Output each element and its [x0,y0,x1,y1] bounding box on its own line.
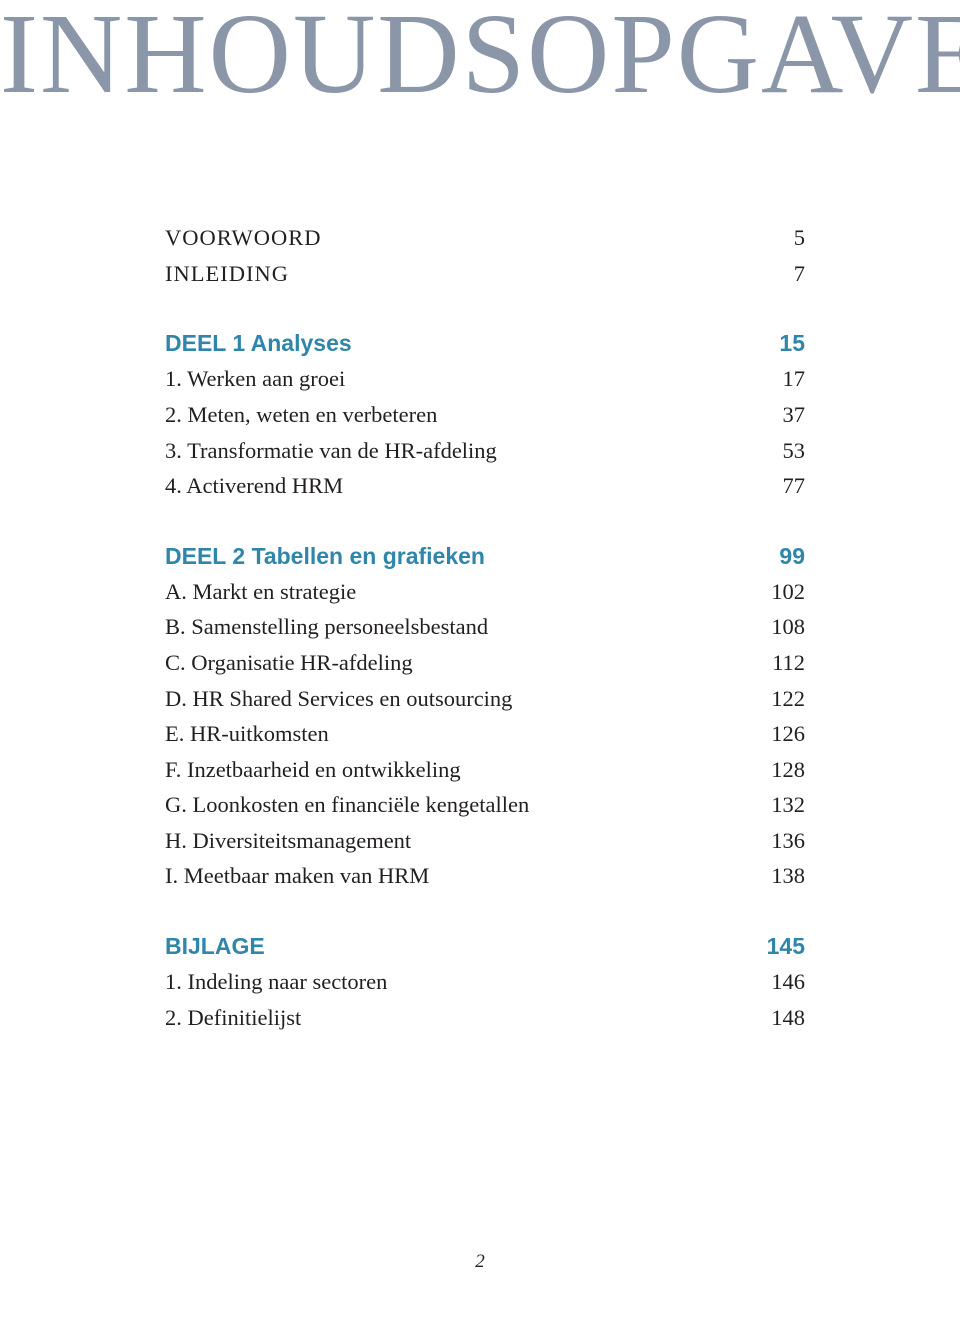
toc-entry-page: 102 [755,574,805,610]
toc-entry-page: 148 [755,1000,805,1036]
toc-entry-page: 138 [755,858,805,894]
toc-entry-page: 128 [755,752,805,788]
toc-entry: 1. Werken aan groei 17 [165,361,805,397]
toc-entry: 1. Indeling naar sectoren 146 [165,964,805,1000]
toc-entry-page: 146 [755,964,805,1000]
toc-entry-label: 3. Transformatie van de HR-afdeling [165,433,497,469]
toc-entry: F. Inzetbaarheid en ontwikkeling 128 [165,752,805,788]
page-number: 2 [0,1251,960,1273]
page: INHOUDSOPGAVE VOORWOORD 5 INLEIDING 7 DE… [0,0,960,1321]
section-heading: DEEL 2 Tabellen en grafieken 99 [165,538,805,574]
toc-entry: VOORWOORD 5 [165,220,805,256]
toc-entry-page: 5 [755,220,805,256]
toc-entry-label: 2. Definitielijst [165,1000,301,1036]
toc-entry-label: B. Samenstelling personeelsbestand [165,609,488,645]
toc-entry-page: 136 [755,823,805,859]
toc-entry-page: 122 [755,681,805,717]
section-heading-label: DEEL 1 Analyses [165,325,352,361]
toc-entry: E. HR-uitkomsten 126 [165,716,805,752]
toc-entry: I. Meetbaar maken van HRM 138 [165,858,805,894]
toc-entry-page: 77 [755,468,805,504]
toc-entry-label: 2. Meten, weten en verbeteren [165,397,437,433]
toc-entry: 3. Transformatie van de HR-afdeling 53 [165,433,805,469]
toc-entry: INLEIDING 7 [165,256,805,292]
toc-entry-page: 132 [755,787,805,823]
toc-content: VOORWOORD 5 INLEIDING 7 DEEL 1 Analyses … [165,220,805,1035]
toc-entry-label: D. HR Shared Services en outsourcing [165,681,512,717]
section-heading-label: DEEL 2 Tabellen en grafieken [165,538,485,574]
toc-entry-page: 17 [755,361,805,397]
toc-entry-label: 1. Werken aan groei [165,361,345,397]
toc-entry-label: H. Diversiteitsmanagement [165,823,411,859]
front-matter-block: VOORWOORD 5 INLEIDING 7 [165,220,805,291]
section-heading-page: 15 [755,325,805,361]
toc-entry-label: INLEIDING [165,256,289,292]
toc-entry-page: 53 [755,433,805,469]
toc-entry-page: 37 [755,397,805,433]
toc-entry-label: E. HR-uitkomsten [165,716,329,752]
toc-entry: C. Organisatie HR-afdeling 112 [165,645,805,681]
toc-entry-label: I. Meetbaar maken van HRM [165,858,429,894]
toc-entry: B. Samenstelling personeelsbestand 108 [165,609,805,645]
toc-entry-page: 126 [755,716,805,752]
section-heading: DEEL 1 Analyses 15 [165,325,805,361]
toc-entry: G. Loonkosten en financiële kengetallen … [165,787,805,823]
section-heading-page: 99 [755,538,805,574]
toc-entry-page: 108 [755,609,805,645]
toc-entry-label: 4. Activerend HRM [165,468,343,504]
toc-entry-label: C. Organisatie HR-afdeling [165,645,413,681]
toc-entry: 4. Activerend HRM 77 [165,468,805,504]
document-title: INHOUDSOPGAVE [0,0,960,120]
toc-entry: 2. Meten, weten en verbeteren 37 [165,397,805,433]
section-heading: BIJLAGE 145 [165,928,805,964]
toc-entry: 2. Definitielijst 148 [165,1000,805,1036]
toc-entry-page: 7 [755,256,805,292]
toc-entry-label: G. Loonkosten en financiële kengetallen [165,787,529,823]
toc-entry-page: 112 [755,645,805,681]
toc-entry-label: 1. Indeling naar sectoren [165,964,387,1000]
section-heading-label: BIJLAGE [165,928,265,964]
toc-entry-label: F. Inzetbaarheid en ontwikkeling [165,752,461,788]
toc-entry-label: VOORWOORD [165,220,322,256]
toc-entry-label: A. Markt en strategie [165,574,356,610]
toc-entry: D. HR Shared Services en outsourcing 122 [165,681,805,717]
toc-entry: H. Diversiteitsmanagement 136 [165,823,805,859]
section-heading-page: 145 [755,928,805,964]
toc-entry: A. Markt en strategie 102 [165,574,805,610]
